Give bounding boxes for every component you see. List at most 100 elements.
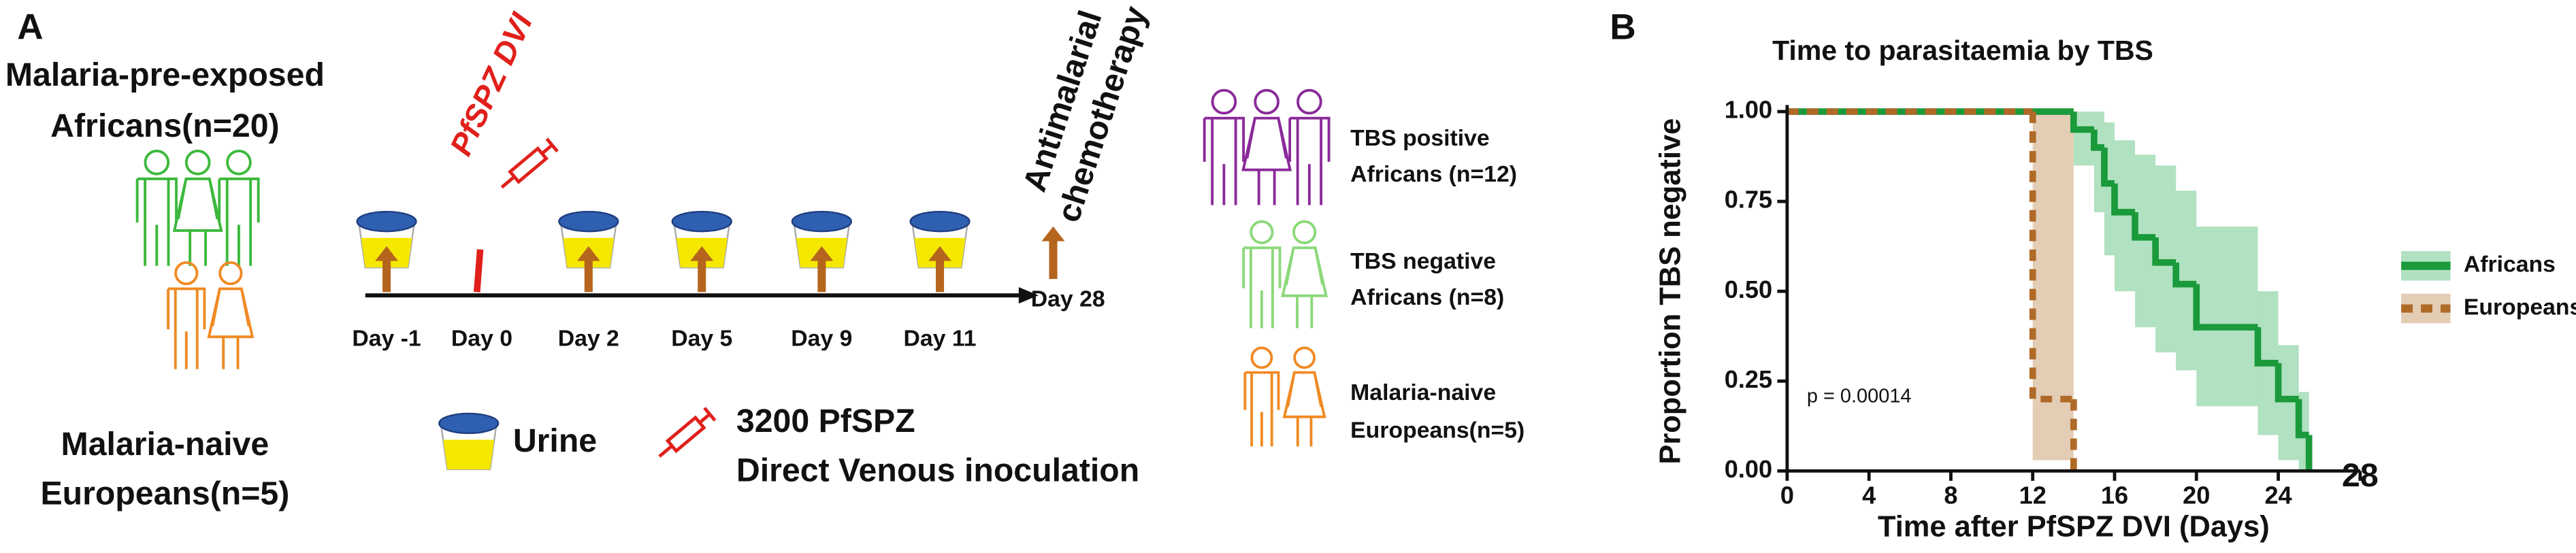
person-icon xyxy=(207,261,255,369)
day-label: Day 11 xyxy=(904,325,977,351)
person-icon xyxy=(1281,220,1328,329)
survival-step xyxy=(2091,129,2104,151)
survival-step xyxy=(2070,112,2094,133)
outcome-label: Malaria-naive xyxy=(1350,380,1496,405)
head xyxy=(226,150,252,175)
cup-lid xyxy=(356,211,417,233)
y-tick-label: 0.75 xyxy=(1725,186,1772,214)
head xyxy=(184,150,211,175)
legend-label: Urine xyxy=(513,422,597,459)
confidence-band xyxy=(2115,140,2136,292)
person-icon xyxy=(1241,88,1292,205)
survival-step xyxy=(2111,183,2136,216)
x-tick-label: 4 xyxy=(1862,482,1876,509)
x-tick-label: 28 xyxy=(2342,457,2379,494)
head xyxy=(1250,346,1273,369)
legend-label: 3200 PfSPZ xyxy=(736,403,915,439)
needle xyxy=(658,444,673,458)
survival-step xyxy=(2295,399,2309,439)
plunger-end xyxy=(703,407,717,422)
inoculation-label: PfSPZ DVI xyxy=(443,7,539,161)
confidence-band xyxy=(2278,345,2299,460)
head xyxy=(1297,88,1322,115)
head xyxy=(174,261,199,286)
day-label: Day 28 xyxy=(1031,286,1105,312)
head xyxy=(1211,88,1237,115)
body xyxy=(1241,116,1292,205)
group-label: Europeans(n=5) xyxy=(40,475,289,512)
group-label: Malaria-pre-exposed xyxy=(5,56,325,93)
outcome-label: TBS negative xyxy=(1350,248,1496,274)
body xyxy=(1242,246,1282,329)
confidence-band xyxy=(2155,165,2176,353)
confidence-band xyxy=(2135,154,2156,328)
arrow-head xyxy=(375,246,398,261)
y-tick-label: 0.25 xyxy=(1725,365,1772,393)
survival-step xyxy=(2101,147,2115,187)
plunger xyxy=(698,413,711,424)
x-tick-label: 20 xyxy=(2183,482,2210,509)
timeline-head xyxy=(1018,287,1039,304)
day-label: Day 2 xyxy=(558,325,619,351)
outcome-label: Africans (n=12) xyxy=(1350,161,1517,187)
confidence-band xyxy=(2176,190,2197,371)
person-icon xyxy=(135,150,178,266)
confidence-band xyxy=(2032,112,2074,460)
outcome-label: TBS positive xyxy=(1350,125,1490,151)
cup-lid xyxy=(791,211,852,233)
syringe-icon xyxy=(658,407,717,458)
arrow-head xyxy=(576,246,600,261)
head xyxy=(144,150,170,175)
barrel xyxy=(508,146,549,184)
person-icon xyxy=(1288,88,1331,205)
day-label: Day -1 xyxy=(352,325,421,351)
day-label: Day 5 xyxy=(671,325,732,351)
plunger-end xyxy=(545,137,559,153)
body xyxy=(207,287,255,369)
y-tick-label: 1.00 xyxy=(1725,96,1772,124)
head xyxy=(1254,88,1279,115)
inoculation-mark xyxy=(473,249,484,292)
legend-label: Direct Venous inoculation xyxy=(736,452,1139,489)
x-axis-label: Time after PfSPZ DVI (Days) xyxy=(1878,510,2270,543)
survival-step xyxy=(2152,237,2176,266)
group-label: Malaria-naive xyxy=(61,426,270,463)
body xyxy=(172,178,223,266)
cup-lid xyxy=(671,211,732,233)
arrow-head xyxy=(690,246,714,261)
outcome-label: Africans (n=8) xyxy=(1350,284,1504,310)
x-tick-label: 8 xyxy=(1944,482,1957,509)
panel-label: A xyxy=(17,7,43,47)
outcome-label: Europeans(n=5) xyxy=(1350,417,1525,443)
y-axis-label: Proportion TBS negative xyxy=(1654,118,1686,465)
legend-label: Europeans xyxy=(2464,294,2576,320)
x-tick-label: 16 xyxy=(2101,482,2128,509)
person-icon xyxy=(1282,346,1326,447)
body xyxy=(135,178,178,266)
cup-lid xyxy=(558,211,619,233)
barrel xyxy=(665,415,706,454)
syringe-icon xyxy=(500,137,559,189)
arrow-head xyxy=(928,246,951,261)
survival-step xyxy=(2275,363,2299,403)
day-label: Day 9 xyxy=(791,325,852,351)
annotation: p = 0.00014 xyxy=(1807,385,1912,407)
cup-lid xyxy=(909,211,971,233)
urine xyxy=(443,439,495,469)
arrow-head xyxy=(810,246,834,261)
person-icon xyxy=(1203,88,1245,205)
survival-step xyxy=(2193,284,2258,331)
survival-step xyxy=(2172,262,2197,288)
person-icon xyxy=(167,261,206,369)
head xyxy=(1292,220,1317,244)
person-icon xyxy=(218,150,260,266)
day-label: Day 0 xyxy=(451,325,512,351)
confidence-band xyxy=(2073,112,2094,166)
y-tick-label: 0.50 xyxy=(1725,275,1772,303)
plunger xyxy=(540,144,553,155)
arrow-head xyxy=(1041,226,1065,241)
survival-step xyxy=(2254,327,2279,367)
head xyxy=(1250,220,1274,244)
x-tick-label: 12 xyxy=(2019,482,2047,509)
